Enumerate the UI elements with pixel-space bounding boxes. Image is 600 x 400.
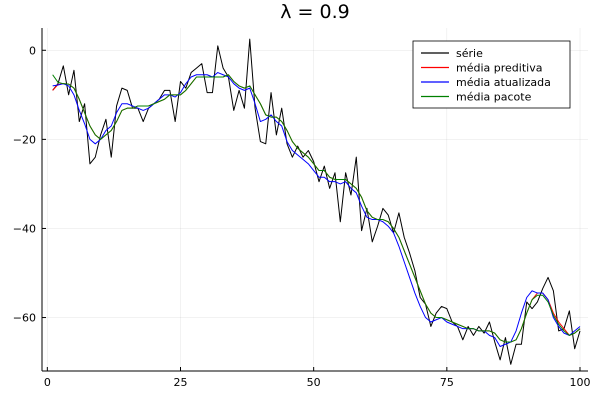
y-tick-label: 0 bbox=[29, 44, 36, 57]
y-tick-label: −60 bbox=[13, 312, 36, 325]
series-line-4 bbox=[52, 74, 581, 343]
series-group bbox=[52, 38, 581, 365]
legend-label: média pacote bbox=[456, 91, 532, 104]
legend-label: série bbox=[456, 47, 483, 60]
x-tick-label: 25 bbox=[173, 376, 187, 389]
chart-title: λ = 0.9 bbox=[280, 1, 349, 23]
legend-label: média preditiva bbox=[456, 62, 542, 75]
x-tick-label: 75 bbox=[440, 376, 454, 389]
axes bbox=[41, 28, 588, 372]
tick-labels: 0 25 50 75 100 0 −20 −40 −60 bbox=[13, 44, 591, 389]
x-tick-label: 100 bbox=[570, 376, 591, 389]
x-tick-label: 0 bbox=[44, 376, 51, 389]
y-tick-label: −20 bbox=[13, 133, 36, 146]
legend-label: média atualizada bbox=[456, 76, 551, 89]
y-tick-label: −40 bbox=[13, 222, 36, 235]
x-tick-label: 50 bbox=[307, 376, 321, 389]
series-line-3 bbox=[52, 72, 581, 347]
